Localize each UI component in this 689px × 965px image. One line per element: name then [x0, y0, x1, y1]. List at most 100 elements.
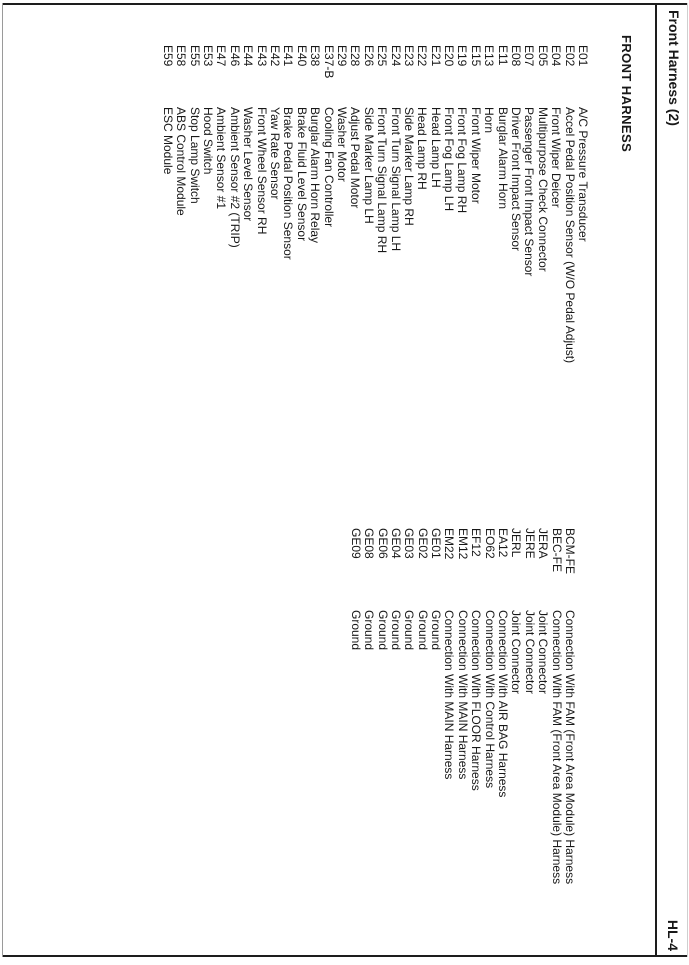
harness-connection-list: BCM-FE Connection With FAM (Front Area M… [348, 528, 577, 885]
connector-name: Ambient Sensor #2 (TRIP) [227, 107, 242, 248]
connector-name: A/C Pressure Transducer [576, 107, 590, 242]
connector-code: E11 [495, 45, 510, 66]
connector-name: Cooling Fan Controller [321, 107, 336, 228]
connector-code: E29 [334, 45, 349, 67]
connector-code: E58 [174, 45, 189, 67]
connector-row: EO62 Connection With Control Harness [482, 528, 497, 884]
connector-code: E15 [468, 45, 483, 67]
connector-name: Hood Switch [201, 107, 216, 175]
connector-code: E24 [388, 45, 403, 67]
connector-row: BCM-FE Connection With FAM (Front Area M… [563, 528, 577, 885]
connector-row: E43 Front Wheel Sensor RH [254, 45, 269, 363]
connector-name: Side Marker Lamp LH [361, 107, 376, 224]
connector-row: E01 A/C Pressure Transducer [576, 45, 590, 363]
connector-name: Connection With MAIN Harness [442, 610, 457, 780]
connector-code: GE04 [388, 528, 403, 559]
connector-name: Front Fog Lamp RH [455, 107, 470, 214]
connector-row: GE08 Ground [362, 528, 377, 884]
connector-code: JERA [536, 528, 551, 559]
connector-code: E47 [214, 45, 229, 67]
connector-code: E22 [415, 45, 430, 67]
connector-row: E19 Front Fog Lamp RH [455, 45, 470, 363]
connector-row: E21 Head Lamp LH [428, 45, 443, 363]
connector-code: E41 [281, 45, 296, 67]
page-number: HL-4 [665, 919, 681, 951]
connector-row: E44 Washer Level Sensor [241, 45, 256, 363]
connector-name: Multipurpose Check Connector [535, 107, 550, 272]
connector-row: E55 Stop Lamp Switch [187, 45, 202, 363]
connector-row: E59 ESC Module [160, 45, 175, 363]
connector-row: E13 Horn [482, 45, 497, 363]
connector-code: E01 [576, 45, 590, 67]
connector-name: Adjust Pedal Motor [348, 107, 363, 209]
connector-row: E05 Multipurpose Check Connector [535, 45, 550, 363]
connector-name: Connection With FAM (Front Area Module) … [549, 610, 564, 885]
connector-row: GE01 Ground [429, 528, 444, 884]
connector-row: E53 Hood Switch [201, 45, 216, 363]
connector-code: E42 [268, 45, 283, 67]
connector-row: E02 Accel Pedal Position Sensor (W/O Ped… [562, 45, 577, 364]
connector-code: EO62 [482, 528, 497, 559]
header-divider-rule [655, 3, 657, 957]
connector-code: GE01 [429, 528, 444, 559]
connector-name: ABS Control Module [174, 107, 189, 216]
connector-name: Ground [429, 610, 444, 651]
connector-name: Washer Level Sensor [241, 107, 256, 222]
connector-name: Connection With MAIN Harness [455, 610, 470, 780]
connector-row: E11 Burglar Alarm Horn [495, 45, 510, 363]
connector-row: JERA Joint Connector [536, 528, 551, 884]
connector-name: Accel Pedal Position Sensor (W/O Pedal A… [562, 107, 577, 364]
connector-code: E08 [509, 45, 524, 67]
connector-row: JERE Joint Connector [522, 528, 537, 884]
connector-name: Burglar Alarm Horn [495, 107, 510, 210]
connector-code: E43 [254, 45, 269, 67]
connector-name: Ground [362, 610, 377, 651]
connector-code: GE02 [415, 528, 430, 559]
connector-name: Side Marker Lamp RH [401, 107, 416, 226]
connector-row: E29 Washer Motor [334, 45, 349, 363]
connector-code: E55 [187, 45, 202, 67]
connector-code: GE09 [348, 528, 363, 559]
connector-row: E47 Ambient Sensor #1 [214, 45, 229, 363]
connector-row: E07 Passenger Front Impact Sensor [522, 45, 537, 363]
connector-name: Front Wiper Deicer [549, 107, 564, 208]
connector-code: E19 [455, 45, 470, 67]
connector-name: Front Fog Lamp LH [442, 107, 457, 212]
connector-name: Connection With FAM (Front Area Module) … [563, 610, 577, 885]
connector-name: Horn [482, 107, 497, 134]
connector-row: GE04 Ground [388, 528, 403, 884]
connector-row: GE02 Ground [415, 528, 430, 884]
connector-code: E21 [428, 45, 443, 67]
connector-code: GE03 [402, 528, 417, 559]
connector-name: Yaw Rate Sensor [268, 107, 283, 200]
connector-row: E15 Front Wiper Motor [468, 45, 483, 363]
connector-name: Passenger Front Impact Sensor [522, 107, 537, 277]
connector-name: Connection With FLOOR Harness [469, 610, 484, 791]
connector-name: Front Wiper Motor [468, 107, 483, 204]
connector-row: E58 ABS Control Module [174, 45, 189, 363]
connector-code: E37-B [321, 45, 336, 79]
connector-name: Front Wheel Sensor RH [254, 107, 269, 235]
connector-code: E38 [308, 45, 323, 67]
connector-name: Ground [415, 610, 430, 651]
connector-name: Ground [388, 610, 403, 651]
page-border-top [687, 3, 688, 957]
connector-code: E28 [348, 45, 363, 67]
connector-name: Brake Pedal Position Sensor [281, 107, 296, 260]
connector-code: E02 [562, 45, 577, 67]
connector-name: Head Lamp RH [415, 107, 430, 190]
connector-row: E42 Yaw Rate Sensor [268, 45, 283, 363]
connector-code: E53 [201, 45, 216, 67]
connector-row: E28 Adjust Pedal Motor [348, 45, 363, 363]
connector-row: JERL Joint Connector [509, 528, 524, 884]
connector-name: Joint Connector [522, 610, 537, 695]
connector-code: BCM-FE [563, 528, 577, 574]
connector-code: E26 [361, 45, 376, 67]
connector-row: E37-B Cooling Fan Controller [321, 45, 336, 363]
connector-code: EA12 [496, 528, 511, 558]
connector-code: EF12 [469, 528, 484, 557]
connector-code: E59 [160, 45, 175, 67]
connector-code: E05 [535, 45, 550, 67]
connector-row: E46 Ambient Sensor #2 (TRIP) [227, 45, 242, 363]
connector-name: Joint Connector [509, 610, 524, 695]
